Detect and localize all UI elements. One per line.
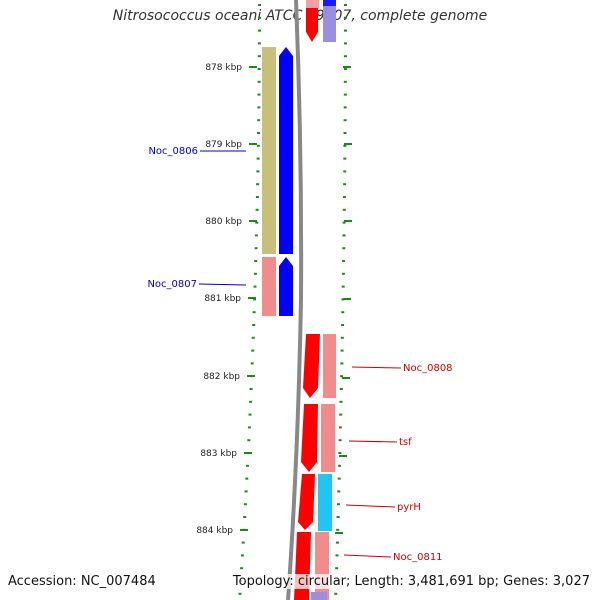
gc-dots-right <box>334 4 347 595</box>
tick-label: 884 kbp <box>196 526 233 536</box>
backbone-curve <box>286 0 304 600</box>
callout-tsf[interactable]: tsf <box>348 437 412 448</box>
callout-Noc_0808[interactable]: Noc_0808 <box>351 363 453 374</box>
position-ruler: 878 kbp 879 kbp 880 kbp 881 kbp 882 kbp … <box>196 63 257 536</box>
cds-arrow <box>303 334 320 398</box>
genome-summary: Topology: circular; Length: 3,481,691 bp… <box>232 574 590 589</box>
gene-Noc_0808[interactable] <box>303 334 336 398</box>
cds-arrow <box>279 47 293 254</box>
gene-label: Noc_0808 <box>403 363 453 374</box>
tick-label: 881 kbp <box>204 294 241 304</box>
cog-bar <box>318 474 332 531</box>
gene-Noc_0811[interactable] <box>294 532 329 600</box>
cog-bar <box>321 404 335 472</box>
tick-label: 879 kbp <box>205 140 242 150</box>
map-title: Nitrosococcus oceani ATCC 19707, complet… <box>112 8 488 24</box>
gene-Noc_0807[interactable] <box>262 257 293 316</box>
cog-bar <box>323 334 336 398</box>
gene-Noc_0806[interactable] <box>262 47 293 254</box>
tick-label: 883 kbp <box>200 449 237 459</box>
gene-label: Noc_0811 <box>393 552 443 563</box>
right-ruler-ticks <box>335 66 352 534</box>
cog-bar <box>262 257 276 316</box>
gene-label: Noc_0806 <box>148 146 198 157</box>
tick-label: 878 kbp <box>205 63 242 73</box>
callout-Noc_0807[interactable]: Noc_0807 <box>147 279 247 290</box>
gene-label: tsf <box>399 437 412 448</box>
callout-pyrH[interactable]: pyrH <box>345 502 421 513</box>
callout-Noc_0806[interactable]: Noc_0806 <box>148 146 246 157</box>
gene-label: Noc_0807 <box>147 279 197 290</box>
cog-bar <box>315 532 329 600</box>
gc-dots-left <box>238 4 261 595</box>
cds-arrow <box>298 474 315 530</box>
gene-pyrH[interactable] <box>298 474 332 531</box>
accession-label: Accession: NC_007484 <box>8 574 156 589</box>
top-partial-features <box>306 0 336 42</box>
cds-arrow <box>301 404 318 472</box>
callout-Noc_0811[interactable]: Noc_0811 <box>343 552 443 563</box>
tick-label: 882 kbp <box>203 372 240 382</box>
gene-label: pyrH <box>397 502 421 513</box>
cds-arrow <box>294 532 311 600</box>
cog-bar <box>262 47 276 254</box>
cds-arrow <box>279 257 293 316</box>
tick-label: 880 kbp <box>205 217 242 227</box>
gene-tsf[interactable] <box>301 404 335 472</box>
